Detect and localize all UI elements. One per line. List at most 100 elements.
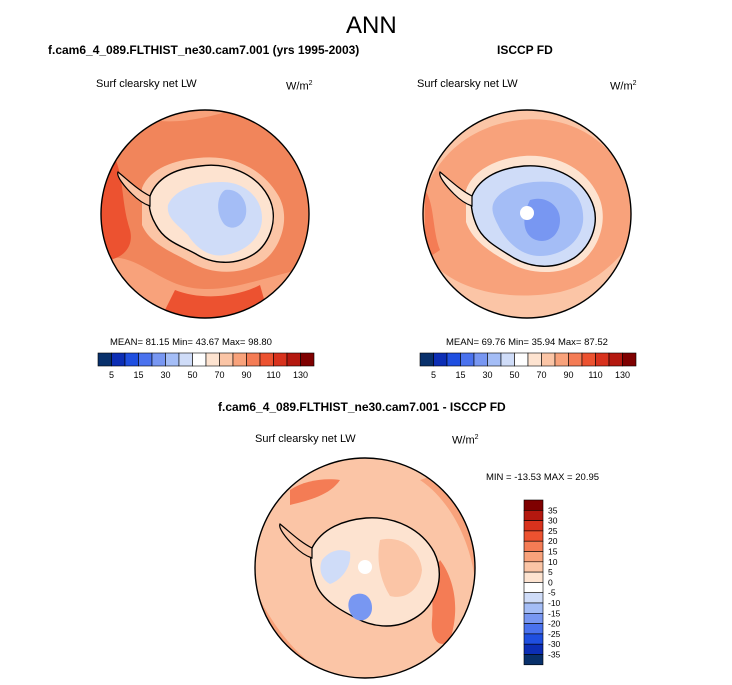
- stat-min-value: 43.67: [195, 337, 220, 348]
- panel-obs-units: W/m2: [610, 80, 637, 93]
- colorbar-obs: 5 15 30 50 70 90 110 130: [419, 352, 637, 380]
- panel-model-title: f.cam6_4_089.FLTHIST_ne30.cam7.001 (yrs …: [48, 43, 360, 57]
- panel-model-variable: Surf clearsky net LW: [96, 78, 197, 90]
- map-diff-pole-missing: [358, 560, 372, 574]
- colorbar-swatch: [286, 352, 301, 367]
- stat-mean-label: MEAN=: [110, 337, 143, 348]
- colorbar-swatch: [514, 352, 529, 367]
- colorbar-tick-label: 15: [455, 370, 465, 380]
- colorbar-tick-label: 10: [548, 557, 558, 567]
- colorbar-tick-label: 30: [548, 516, 558, 526]
- stat-max-label: Max=: [221, 337, 246, 348]
- map-diff-warm-interior: [378, 538, 422, 597]
- colorbar-swatch: [523, 592, 544, 604]
- colorbar-swatch: [433, 352, 448, 367]
- colorbar-swatch: [500, 352, 515, 367]
- colorbar-tick-label: 30: [160, 370, 170, 380]
- colorbar-swatch: [523, 499, 544, 511]
- panel-diff-units-exponent: 2: [474, 434, 479, 441]
- figure-title: ANN: [346, 12, 397, 39]
- colorbar-swatch: [581, 352, 596, 367]
- colorbar-swatch: [205, 352, 220, 367]
- colorbar-model: 5 15 30 50 70 90 110 130: [97, 352, 315, 380]
- panel-diff-variable: Surf clearsky net LW: [255, 433, 356, 445]
- stat-mean-value: 69.76: [481, 337, 506, 348]
- panel-model-stats: MEAN= 81.15 Min= 43.67 Max= 98.80: [110, 337, 272, 348]
- stat-mean-value: 81.15: [145, 337, 170, 348]
- stat-min-label: MIN =: [486, 472, 512, 483]
- colorbar-tick-label: -5: [548, 588, 556, 598]
- panel-model-units-base: W/m: [286, 80, 309, 93]
- colorbar-swatch: [523, 509, 544, 521]
- colorbar-tick-label: -10: [548, 598, 561, 608]
- colorbar-swatch: [97, 352, 112, 367]
- colorbar-swatch: [554, 352, 569, 367]
- colorbar-tick-label: 5: [431, 370, 436, 380]
- map-diff-border: [254, 457, 476, 679]
- colorbar-swatch: [527, 352, 542, 367]
- stat-min-value: -13.53: [514, 472, 542, 483]
- map-obs-border: [422, 109, 632, 319]
- map-obs-peninsula: [439, 171, 473, 207]
- colorbar-swatch: [473, 352, 488, 367]
- colorbar-swatch: [446, 352, 461, 367]
- colorbar-swatch: [523, 602, 544, 614]
- colorbar-tick-label: -30: [548, 639, 561, 649]
- stat-max-value: 98.80: [248, 337, 272, 348]
- map-obs-cold-core: [524, 198, 560, 241]
- colorbar-swatch: [541, 352, 556, 367]
- stat-mean-label: MEAN=: [446, 337, 479, 348]
- map-diff-cold-region: [320, 550, 351, 584]
- colorbar-swatch: [419, 352, 434, 367]
- colorbar-tick-label: -25: [548, 629, 561, 639]
- colorbar-tick-label: 0: [548, 577, 553, 587]
- colorbar-tick-label: 50: [187, 370, 197, 380]
- colorbar-swatch: [523, 643, 544, 655]
- panel-model-units: W/m2: [286, 80, 313, 93]
- colorbar-swatch: [124, 352, 139, 367]
- colorbar-tick-label: -35: [548, 650, 561, 660]
- colorbar-swatch: [622, 352, 637, 367]
- panel-obs-title: ISCCP FD: [497, 43, 553, 57]
- colorbar-swatch: [523, 633, 544, 645]
- colorbar-swatch: [523, 561, 544, 573]
- colorbar-tick-label: 30: [482, 370, 492, 380]
- map-diff-warm-patch: [290, 479, 340, 505]
- map-diff: [255, 458, 475, 678]
- stat-max-label: MAX =: [543, 472, 573, 483]
- map-obs-ocean-band: [430, 250, 630, 318]
- colorbar-tick-label: -20: [548, 619, 561, 629]
- colorbar-tick-label: 35: [548, 505, 558, 515]
- colorbar-swatch: [460, 352, 475, 367]
- panel-diff-stats: MIN = -13.53 MAX = 20.95: [486, 472, 599, 483]
- map-obs: [423, 110, 631, 318]
- panel-model-units-exponent: 2: [308, 80, 313, 87]
- panel-diff-title: f.cam6_4_089.FLTHIST_ne30.cam7.001 - ISC…: [218, 400, 506, 414]
- colorbar-tick-label: 15: [133, 370, 143, 380]
- stat-max-value: 87.52: [584, 337, 608, 348]
- colorbar-swatch: [523, 571, 544, 583]
- colorbar-swatch: [523, 520, 544, 532]
- colorbar-swatch: [300, 352, 315, 367]
- colorbar-swatch: [568, 352, 583, 367]
- colorbar-tick-label: 90: [563, 370, 573, 380]
- colorbar-swatch: [246, 352, 261, 367]
- stat-max-value: 20.95: [575, 472, 600, 483]
- colorbar-swatch: [138, 352, 153, 367]
- colorbar-swatch: [523, 551, 544, 563]
- colorbar-tick-label: 90: [241, 370, 251, 380]
- colorbar-swatch: [523, 540, 544, 552]
- colorbar-tick-label: 25: [548, 526, 558, 536]
- colorbar-tick-label: 130: [293, 370, 308, 380]
- colorbar-swatch: [178, 352, 193, 367]
- colorbar-swatch: [523, 530, 544, 542]
- panel-diff-units-base: W/m: [452, 434, 475, 447]
- colorbar-swatch: [595, 352, 610, 367]
- colorbar-tick-label: 110: [266, 370, 280, 380]
- colorbar-tick-label: 5: [548, 567, 553, 577]
- stat-min-label: Min=: [508, 337, 529, 348]
- map-model-cold-region: [218, 189, 247, 228]
- colorbar-tick-label: 110: [588, 370, 602, 380]
- colorbar-tick-label: 5: [109, 370, 114, 380]
